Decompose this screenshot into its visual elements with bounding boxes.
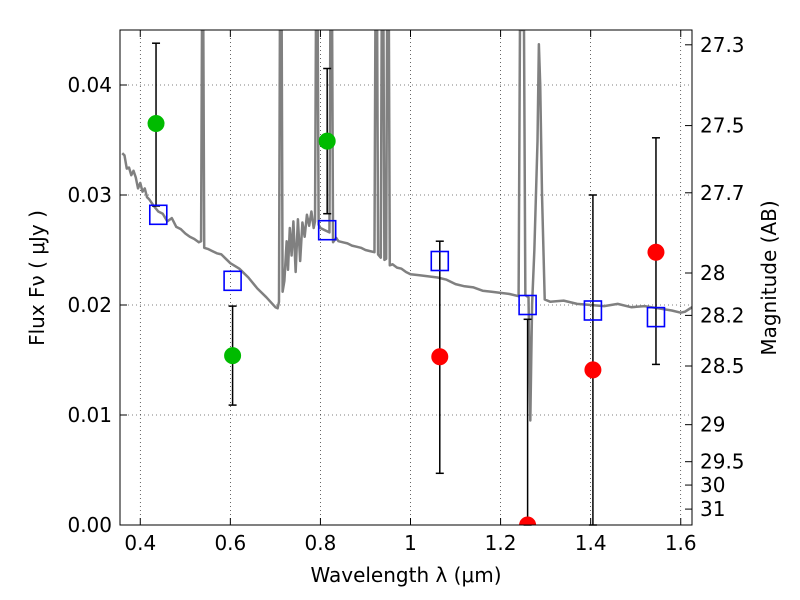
y-tick-label: 0.02 xyxy=(67,293,112,317)
right-axis-label: Magnitude (AB) xyxy=(757,200,781,355)
detection-point xyxy=(224,347,242,365)
magnitude-tick-label: 31 xyxy=(700,497,725,521)
model-point xyxy=(223,270,242,292)
model-point xyxy=(583,300,603,321)
magnitude-tick-label: 28.5 xyxy=(700,354,745,378)
plot-frame xyxy=(119,29,693,526)
model-point xyxy=(317,219,337,241)
nondetection-point xyxy=(647,243,665,261)
nondetection-point xyxy=(584,361,602,379)
nondetection-point xyxy=(431,348,449,366)
model-point xyxy=(430,250,450,272)
model-point xyxy=(518,294,537,316)
y-tick-label: 0.01 xyxy=(67,403,112,427)
model-point xyxy=(148,204,168,226)
grid-lines xyxy=(120,30,692,525)
x-axis-ticks: 0.4 0.6 0.8 1 1.2 1.4 1.6 xyxy=(124,30,697,555)
y-tick-label: 0.04 xyxy=(67,73,112,97)
model-point xyxy=(646,306,666,328)
x-tick-label: 1.4 xyxy=(575,531,607,555)
y-axis-ticks: 0.00 0.01 0.02 0.03 0.04 xyxy=(67,73,127,537)
y-tick-label: 0.00 xyxy=(67,513,112,537)
data-points xyxy=(147,115,666,525)
magnitude-tick-label: 27.7 xyxy=(700,181,745,205)
x-tick-label: 1 xyxy=(404,531,417,555)
x-tick-label: 0.8 xyxy=(305,531,337,555)
magnitude-tick-label: 29.5 xyxy=(700,450,745,474)
magnitude-tick-label: 30 xyxy=(700,473,725,497)
x-tick-label: 1.6 xyxy=(665,531,697,555)
x-axis-label: Wavelength λ (μm) xyxy=(310,563,501,587)
detection-point xyxy=(147,115,165,132)
y-axis-label: Flux Fν ( μJy ) xyxy=(25,210,49,346)
magnitude-tick-label: 27.3 xyxy=(700,33,745,57)
magnitude-tick-label: 28 xyxy=(700,261,725,285)
magnitude-tick-label: 27.5 xyxy=(700,114,745,138)
y-tick-label: 0.03 xyxy=(67,183,112,207)
magnitude-tick-label: 29 xyxy=(700,413,725,437)
template-spectrum-layer xyxy=(121,30,692,422)
template-spectrum-line xyxy=(121,30,692,422)
x-tick-label: 0.6 xyxy=(214,531,246,555)
nondetection-point xyxy=(519,516,537,525)
magnitude-tick-label: 28.2 xyxy=(700,303,745,327)
x-tick-label: 0.4 xyxy=(124,531,156,555)
x-tick-label: 1.2 xyxy=(485,531,517,555)
detection-point xyxy=(318,132,336,150)
error-bars xyxy=(152,42,660,526)
